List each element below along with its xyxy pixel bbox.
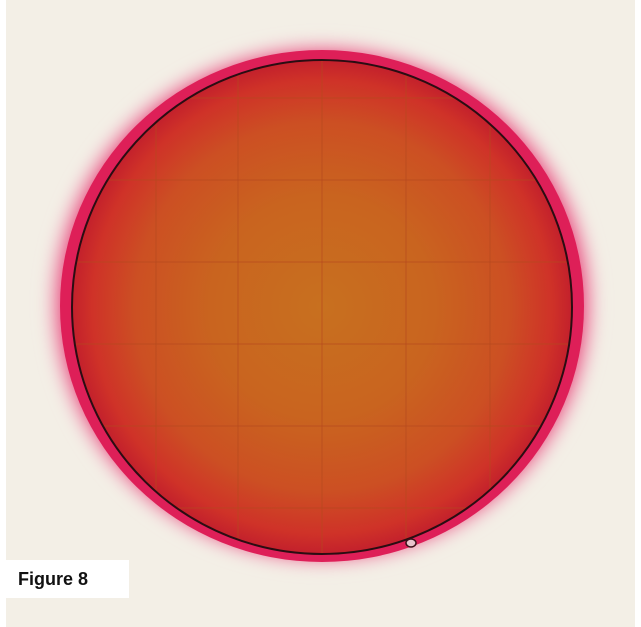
bubble-mark	[405, 538, 417, 548]
petri-film-plate-icon	[40, 34, 604, 574]
figure-caption: Figure 8	[6, 560, 129, 598]
plate-outline	[71, 59, 573, 555]
petri-film-photo	[6, 0, 635, 627]
